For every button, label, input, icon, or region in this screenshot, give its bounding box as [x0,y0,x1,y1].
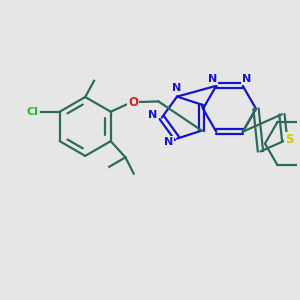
Text: O: O [128,95,138,109]
Text: S: S [285,133,293,146]
Text: N: N [208,74,217,84]
Text: N: N [148,110,157,120]
Text: N: N [164,136,173,147]
Text: N: N [172,83,182,93]
Text: N: N [242,74,251,84]
Text: Cl: Cl [26,107,38,117]
